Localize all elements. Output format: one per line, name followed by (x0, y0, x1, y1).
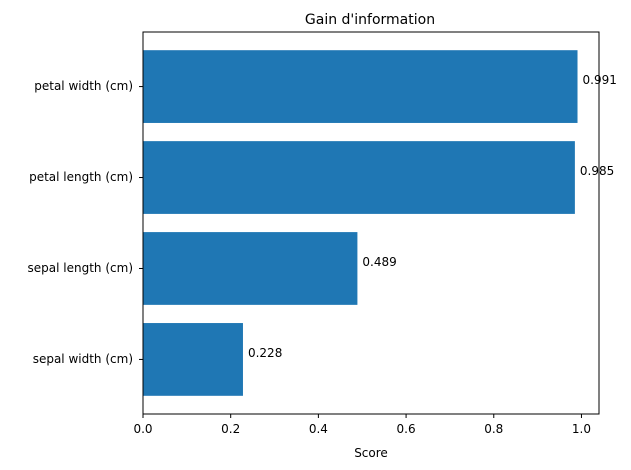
y-tick-label-petal-width-cm: petal width (cm) (34, 79, 133, 93)
bar-sepal-width-cm (143, 323, 243, 396)
data-label-petal-width-cm: 0.991 (583, 73, 617, 87)
data-label-sepal-length-cm: 0.489 (362, 255, 396, 269)
plot-frame (142, 31, 600, 415)
y-tick-label-sepal-width-cm: sepal width (cm) (33, 352, 133, 366)
bar-petal-length-cm (143, 141, 575, 214)
bar-petal-width-cm (143, 50, 578, 123)
x-tick-label-5: 1.0 (572, 422, 591, 436)
y-axis: petal width (cm) petal length (cm) sepal l… (28, 79, 143, 366)
x-tick-label-4: 0.8 (484, 422, 503, 436)
x-tick-label-3: 0.6 (397, 422, 416, 436)
y-tick-label-petal-length-cm: petal length (cm) (29, 170, 133, 184)
x-axis-title: Score (354, 446, 388, 460)
x-axis: 0.0 0.2 0.4 0.6 0.8 1.0 (133, 414, 591, 436)
x-tick-label-2: 0.4 (309, 422, 328, 436)
x-tick-label-1: 0.2 (221, 422, 240, 436)
data-label-petal-length-cm: 0.985 (580, 164, 614, 178)
bar-sepal-length-cm (143, 232, 358, 305)
chart-title: Gain d'information (305, 12, 435, 28)
bars-group (143, 50, 578, 396)
y-tick-label-sepal-length-cm: sepal length (cm) (28, 261, 133, 275)
x-tick-label-0: 0.0 (133, 422, 152, 436)
data-label-sepal-width-cm: 0.228 (248, 346, 282, 360)
data-labels-group: 0.991 0.985 0.489 0.228 (248, 73, 617, 360)
